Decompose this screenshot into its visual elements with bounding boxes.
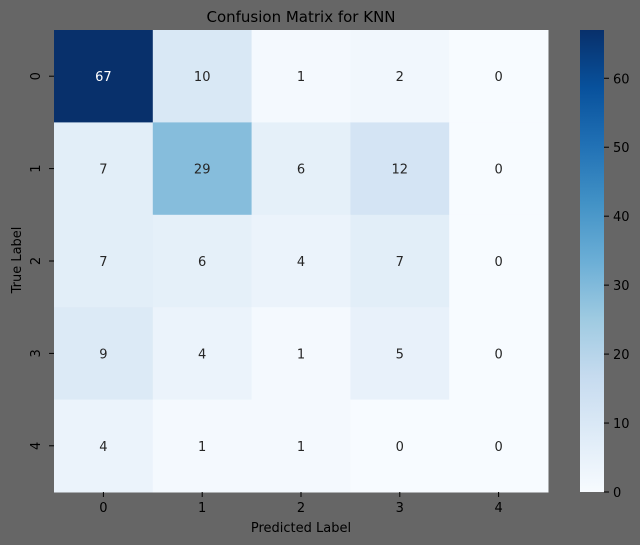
colorbar-tick-label: 20 bbox=[613, 348, 630, 363]
y-axis: 0 1 2 3 4 bbox=[29, 72, 54, 450]
heatmap-cell bbox=[350, 399, 450, 493]
x-tick-label: 4 bbox=[494, 501, 502, 516]
heatmap-cell bbox=[54, 30, 154, 123]
cell-value-label: 10 bbox=[194, 70, 211, 85]
cell-value-label: 2 bbox=[396, 70, 404, 85]
heatmap-cell bbox=[350, 214, 450, 308]
colorbar-tick-label: 30 bbox=[613, 279, 630, 294]
cell-value-label: 6 bbox=[297, 163, 305, 178]
cell-value-label: 7 bbox=[99, 255, 107, 270]
heatmap-cell bbox=[251, 122, 351, 216]
y-tick-label: 1 bbox=[29, 164, 44, 172]
cell-value-label: 4 bbox=[297, 255, 305, 270]
y-tick-label: 3 bbox=[29, 349, 44, 357]
y-tick-label: 4 bbox=[29, 442, 44, 450]
heatmap-cell bbox=[449, 307, 549, 401]
heatmap-cell bbox=[251, 307, 351, 401]
heatmap-cell bbox=[449, 30, 549, 123]
colorbar bbox=[580, 30, 604, 492]
heatmap-cell bbox=[152, 214, 253, 308]
heatmap-cell bbox=[251, 399, 351, 493]
cell-value-label: 4 bbox=[198, 347, 206, 362]
cell-value-label: 1 bbox=[297, 70, 305, 85]
heatmap-cell bbox=[152, 122, 253, 216]
heatmap-cell bbox=[350, 122, 450, 216]
cell-value-label: 4 bbox=[99, 440, 107, 455]
colorbar-tick-label: 50 bbox=[613, 141, 630, 156]
colorbar-ticks: 0 10 20 30 40 50 60 bbox=[604, 72, 630, 501]
cell-value-label: 12 bbox=[392, 163, 409, 178]
x-axis: 0 1 2 3 4 bbox=[99, 492, 503, 516]
heatmap-cell bbox=[152, 307, 253, 401]
heatmap-cell bbox=[449, 122, 549, 216]
heatmap-cell bbox=[350, 307, 450, 401]
x-tick-label: 0 bbox=[99, 501, 107, 516]
heatmap-cell bbox=[54, 214, 154, 308]
heatmap-cell bbox=[449, 399, 549, 493]
cell-value-label: 5 bbox=[396, 347, 404, 362]
x-tick-label: 1 bbox=[198, 501, 206, 516]
cell-value-label: 1 bbox=[297, 347, 305, 362]
heatmap-cell bbox=[251, 214, 351, 308]
heatmap-cell bbox=[449, 214, 549, 308]
colorbar-tick-label: 40 bbox=[613, 210, 630, 225]
colorbar-tick-label: 60 bbox=[613, 72, 630, 87]
y-axis-label: True Label bbox=[10, 227, 25, 295]
cell-value-label: 0 bbox=[494, 440, 502, 455]
cell-value-label: 0 bbox=[396, 440, 404, 455]
cell-value-label: 7 bbox=[396, 255, 404, 270]
cell-value-label: 7 bbox=[99, 163, 107, 178]
cell-value-label: 6 bbox=[198, 255, 206, 270]
heatmap-cell bbox=[152, 399, 253, 493]
heatmap-cells: 67 10 1 2 07 29 6 12 07 6 4 7 09 4 1 5 04 1 1 0 0 bbox=[54, 30, 549, 493]
cell-value-label: 9 bbox=[99, 347, 107, 362]
y-tick-label: 2 bbox=[29, 257, 44, 265]
cell-value-label: 1 bbox=[297, 440, 305, 455]
heatmap-cell bbox=[54, 399, 154, 493]
cell-value-label: 0 bbox=[494, 347, 502, 362]
colorbar-tick-label: 10 bbox=[613, 417, 630, 432]
cell-value-label: 29 bbox=[194, 163, 211, 178]
x-tick-label: 2 bbox=[297, 501, 305, 516]
colorbar-tick-label: 0 bbox=[613, 486, 621, 501]
x-axis-label: Predicted Label bbox=[251, 521, 351, 536]
y-tick-label: 0 bbox=[29, 72, 44, 80]
cell-value-label: 0 bbox=[494, 255, 502, 270]
heatmap-cell bbox=[152, 30, 253, 123]
heatmap-cell bbox=[350, 30, 450, 123]
heatmap-cell bbox=[54, 307, 154, 401]
cell-value-label: 67 bbox=[95, 70, 112, 85]
x-tick-label: 3 bbox=[396, 501, 404, 516]
cell-value-label: 0 bbox=[494, 163, 502, 178]
heatmap-cell bbox=[251, 30, 351, 123]
cell-value-label: 0 bbox=[494, 70, 502, 85]
heatmap-cell bbox=[54, 122, 154, 216]
cell-value-label: 1 bbox=[198, 440, 206, 455]
chart-title: Confusion Matrix for KNN bbox=[206, 8, 395, 26]
